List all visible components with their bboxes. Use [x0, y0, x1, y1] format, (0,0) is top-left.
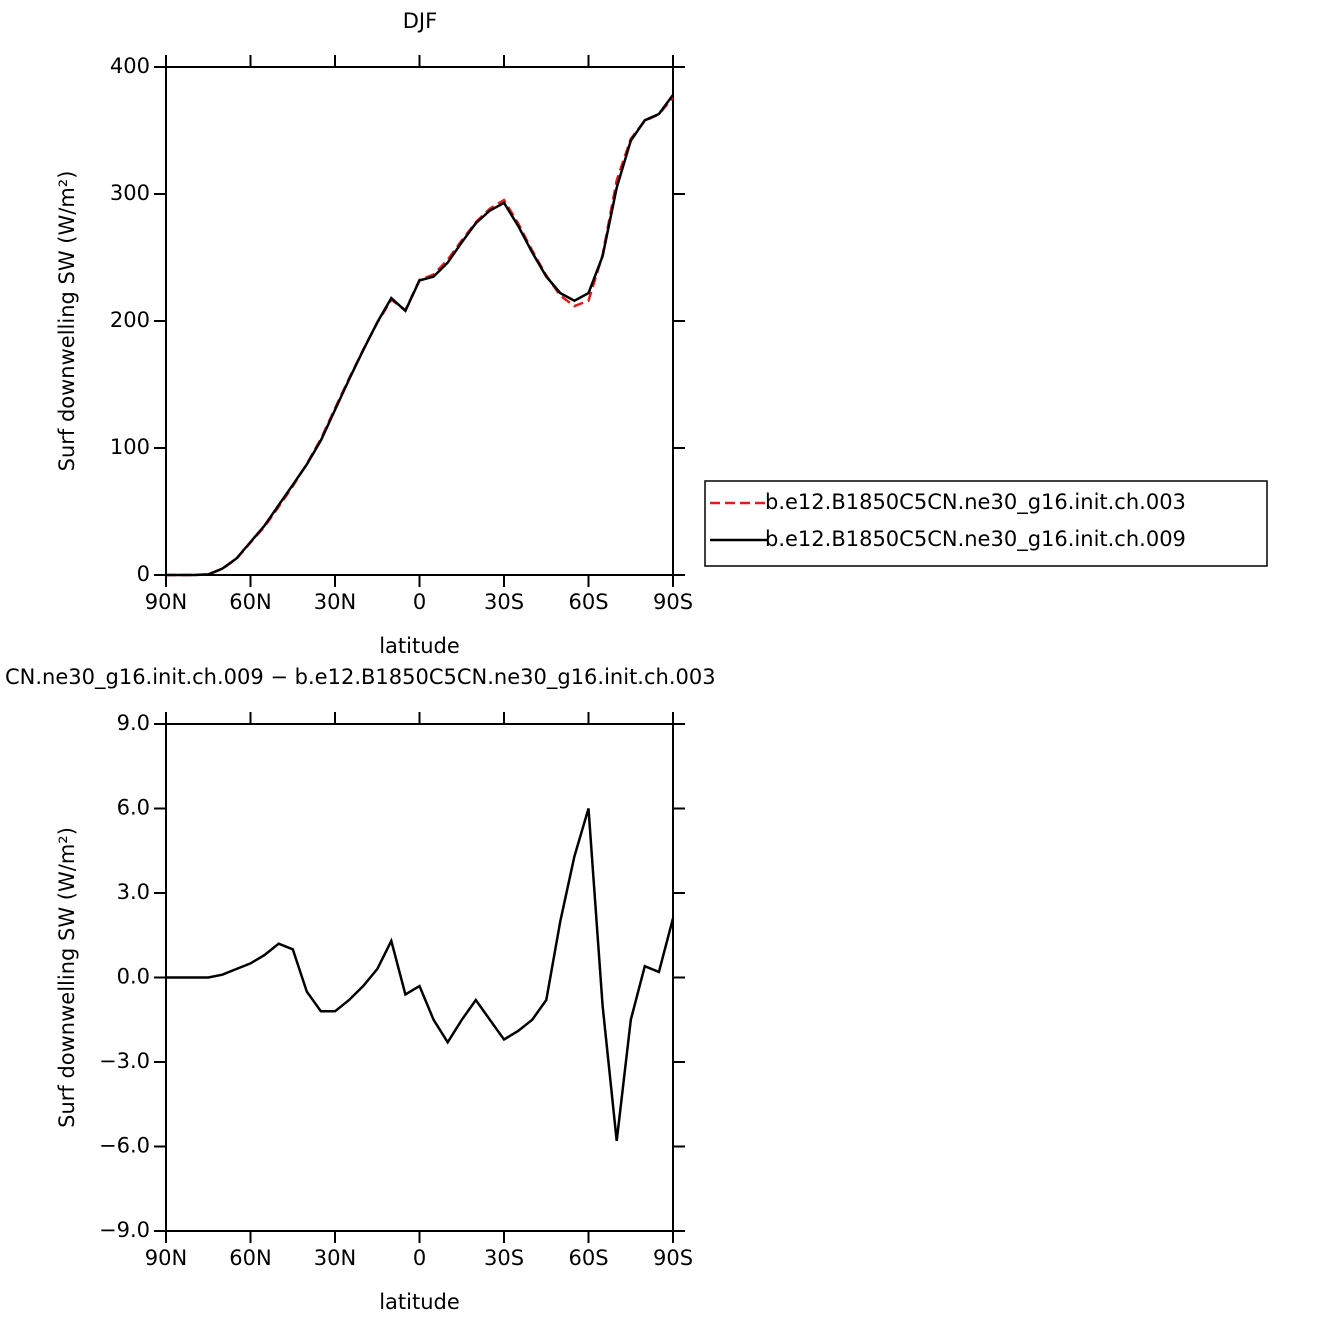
- y-tick-label: 9.0: [117, 711, 150, 735]
- x-tick-label: 60N: [229, 1246, 271, 1270]
- x-tick-label: 90N: [145, 1246, 187, 1270]
- x-tick-label: 0: [413, 590, 426, 614]
- y-tick-label: 300: [110, 181, 150, 205]
- y-tick-label: −9.0: [99, 1218, 150, 1242]
- plot-frame: [165, 723, 674, 1232]
- plot-frame: [165, 66, 674, 576]
- x-tick-label: 30S: [484, 1246, 524, 1270]
- legend-box: [704, 480, 1268, 567]
- x-tick-label: 60S: [568, 590, 608, 614]
- y-axis-label: Surf downwelling SW (W/m²): [55, 827, 79, 1128]
- y-axis-label: Surf downwelling SW (W/m²): [55, 171, 79, 472]
- x-tick-label: 30S: [484, 590, 524, 614]
- data-line: [166, 96, 674, 577]
- x-tick-label: 60S: [568, 1246, 608, 1270]
- y-tick-label: −6.0: [99, 1134, 150, 1158]
- x-tick-label: 90N: [145, 590, 187, 614]
- legend-label: b.e12.B1850C5CN.ne30_g16.init.ch.003: [765, 490, 1186, 515]
- y-tick-label: −3.0: [99, 1049, 150, 1073]
- data-line: [166, 808, 675, 1142]
- y-tick-label: 3.0: [117, 880, 150, 904]
- chart-title: DJF: [403, 9, 437, 33]
- x-axis-label: latitude: [379, 1290, 460, 1314]
- data-line: [166, 94, 675, 577]
- x-tick-label: 0: [413, 1246, 426, 1270]
- y-tick-label: 6.0: [117, 796, 150, 820]
- chart-title: CN.ne30_g16.init.ch.009 − b.e12.B1850C5C…: [5, 665, 716, 690]
- x-tick-label: 30N: [314, 590, 356, 614]
- y-tick-label: 0: [137, 562, 150, 586]
- x-tick-label: 60N: [229, 590, 271, 614]
- y-tick-label: 0.0: [117, 965, 150, 989]
- y-tick-label: 100: [110, 435, 150, 459]
- x-tick-label: 90S: [653, 1246, 693, 1270]
- y-tick-label: 400: [110, 54, 150, 78]
- y-tick-label: 200: [110, 308, 150, 332]
- x-axis-label: latitude: [379, 634, 460, 658]
- legend-label: b.e12.B1850C5CN.ne30_g16.init.ch.009: [765, 527, 1186, 552]
- x-tick-label: 90S: [653, 590, 693, 614]
- x-tick-label: 30N: [314, 1246, 356, 1270]
